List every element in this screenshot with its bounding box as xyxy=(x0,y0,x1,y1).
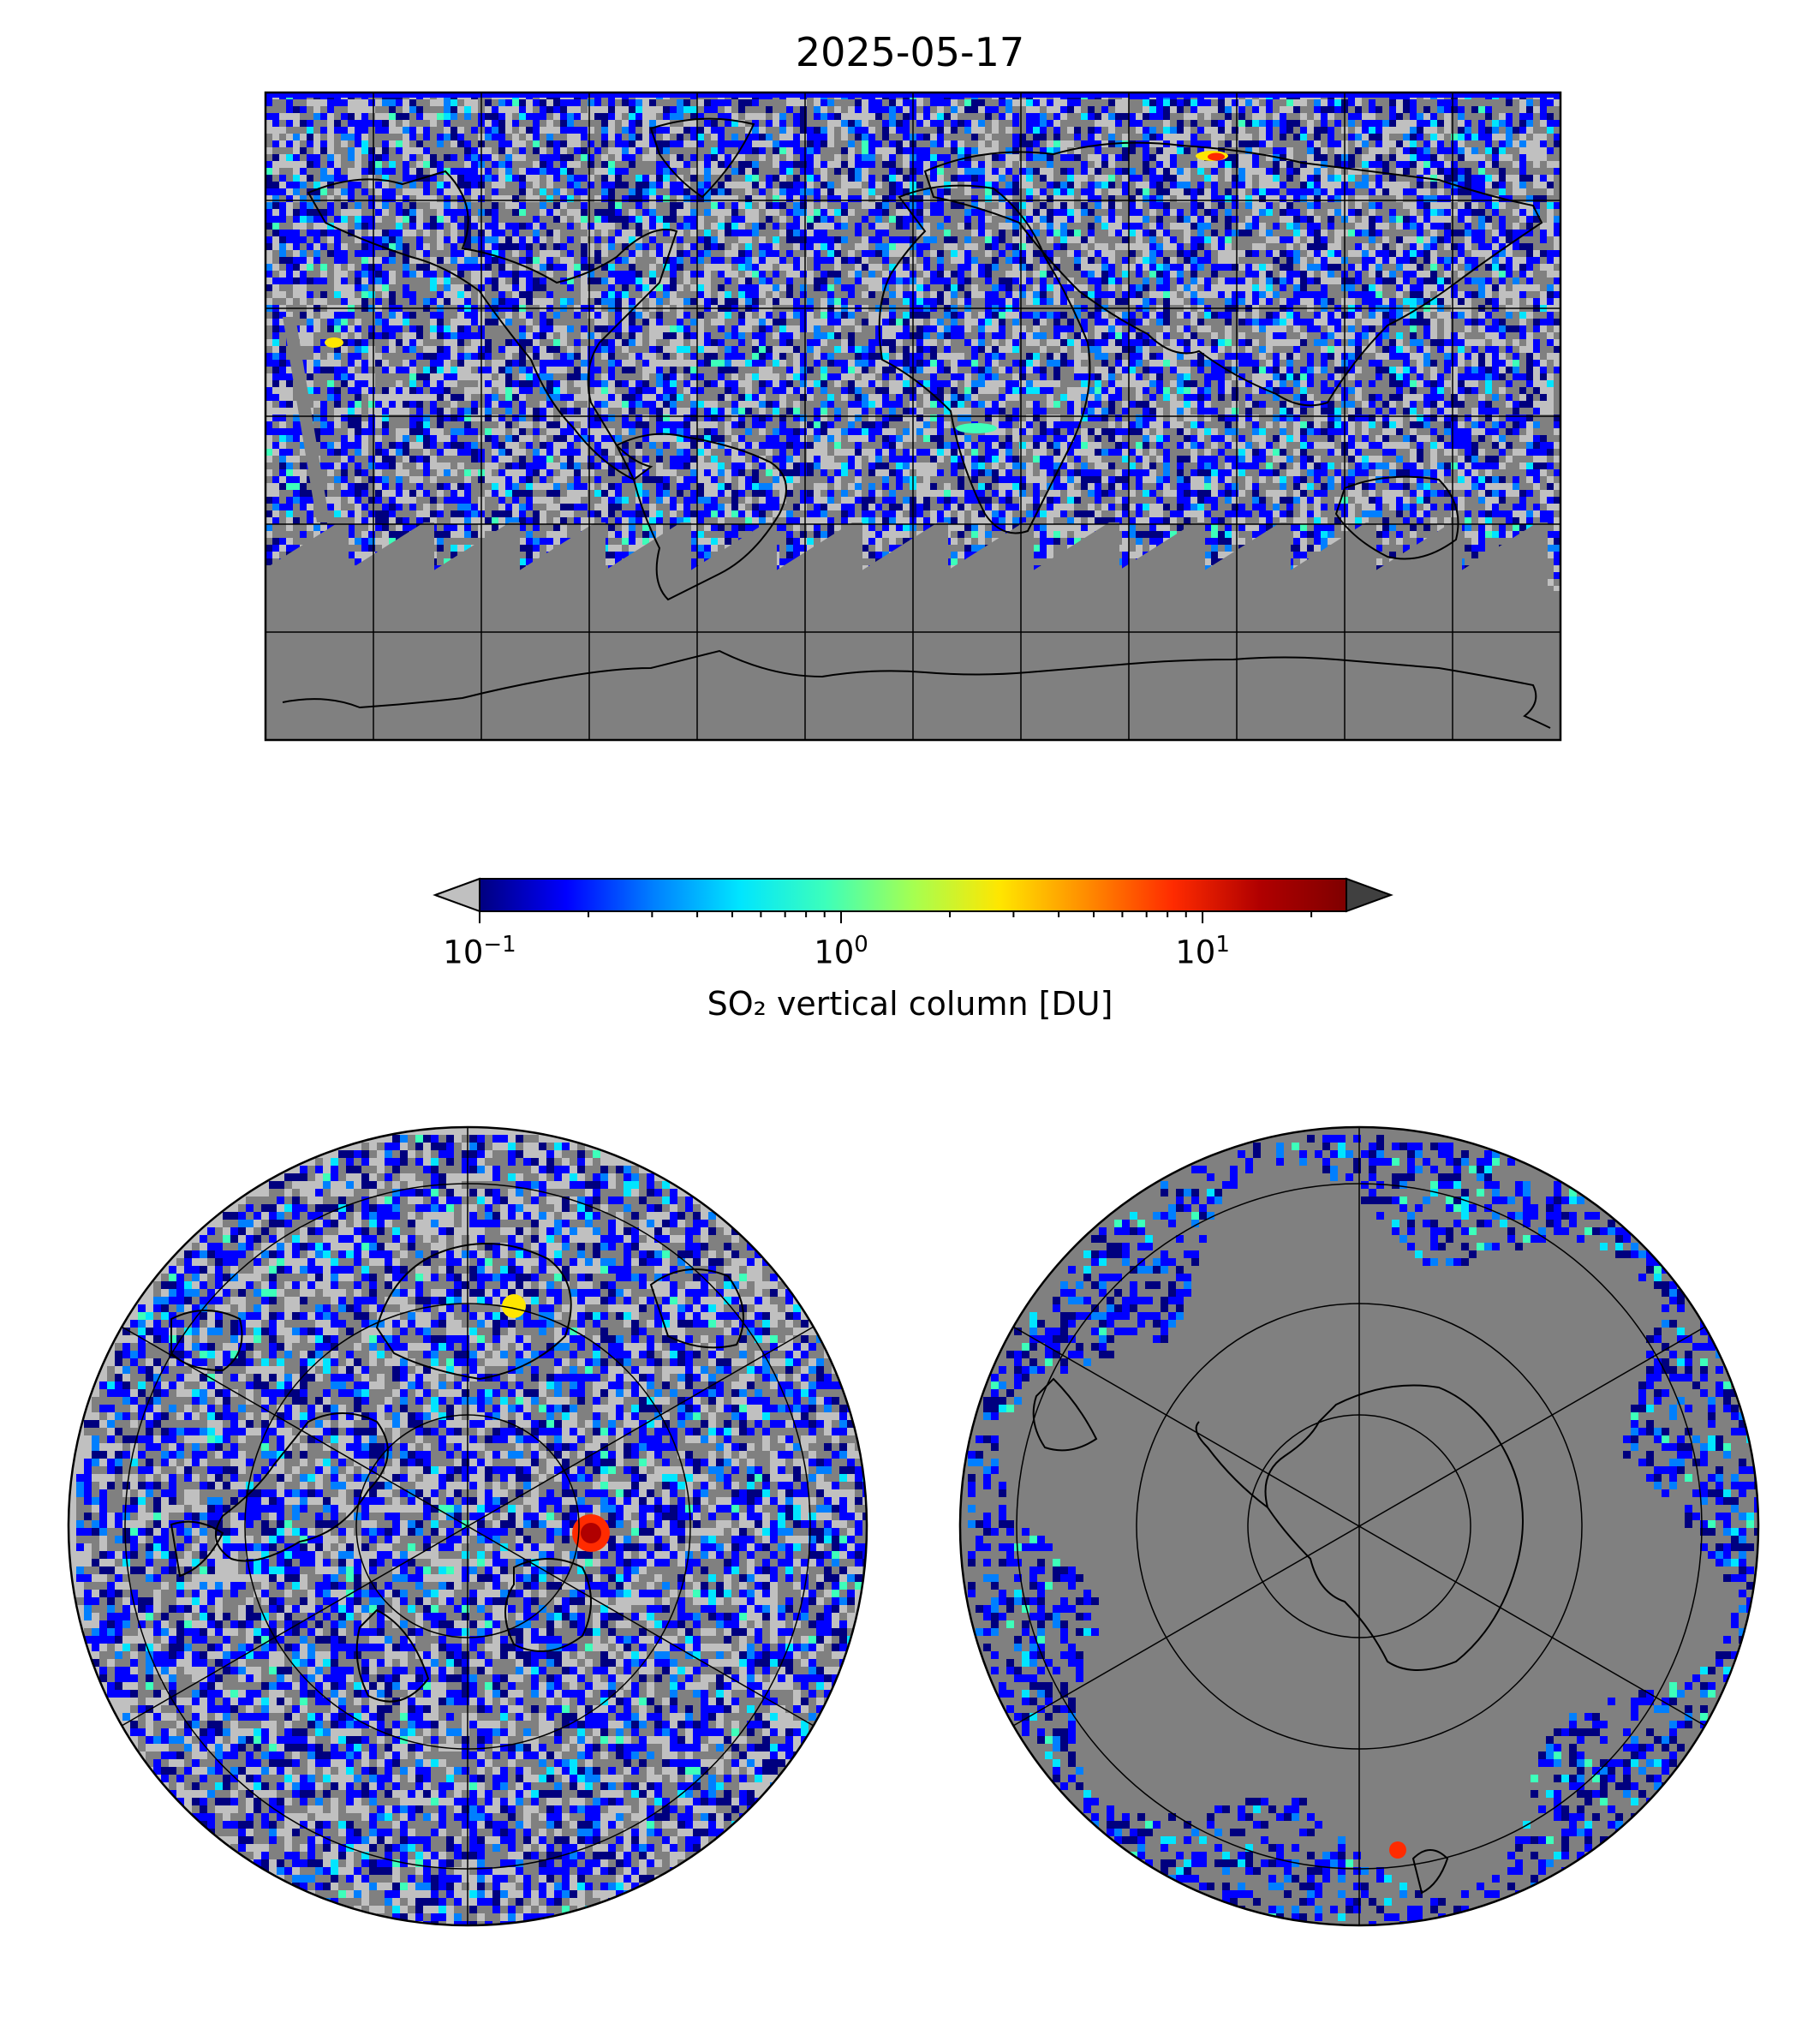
colorbar-tick-label: 100 xyxy=(814,932,868,971)
global-gridlines xyxy=(266,92,1560,740)
colorbar-tick-label: 101 xyxy=(1175,932,1230,971)
north-polar-coastlines xyxy=(170,1243,744,1703)
north-polar-data-pixels xyxy=(76,1135,867,1925)
colorbar-extend-min xyxy=(433,877,480,913)
south-polar-frame xyxy=(958,1125,1760,1927)
colorbar-extend-max xyxy=(1346,877,1393,913)
south-polar-map xyxy=(958,1125,1760,1927)
north-polar-gridlines xyxy=(121,1127,815,1925)
colorbar-tick-label: 10−1 xyxy=(443,932,516,971)
global-map-frame xyxy=(264,91,1562,742)
colorbar-ticks xyxy=(479,911,1313,923)
south-polar-gridlines xyxy=(1012,1127,1706,1925)
colorbar-label: SO₂ vertical column [DU] xyxy=(707,985,1113,1023)
south-polar-coastlines xyxy=(1032,1377,1524,1895)
figure-title: 2025-05-17 xyxy=(795,29,1025,75)
colorbar xyxy=(433,877,1393,923)
colorbar-body xyxy=(479,878,1347,912)
global-map xyxy=(264,91,1562,742)
global-orbit-gaps xyxy=(266,317,1548,591)
north-polar-frame xyxy=(67,1125,868,1927)
north-polar-map xyxy=(67,1125,868,1927)
